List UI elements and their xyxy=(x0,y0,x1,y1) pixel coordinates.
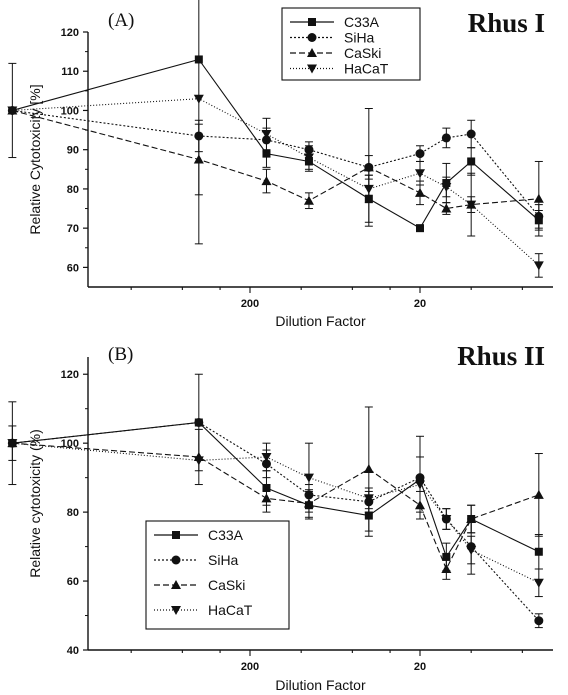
legend-marker xyxy=(307,33,317,42)
panel-title: Rhus II xyxy=(457,341,545,371)
data-point xyxy=(416,224,424,233)
data-point xyxy=(7,106,18,116)
data-point xyxy=(415,169,425,179)
data-point xyxy=(534,547,543,556)
legend-label: HaCaT xyxy=(344,61,389,77)
data-point xyxy=(442,552,451,561)
data-point xyxy=(466,514,477,524)
legend-marker xyxy=(307,64,317,74)
data-point xyxy=(363,162,374,172)
legend-marker xyxy=(172,531,180,539)
series-line xyxy=(12,109,540,217)
data-point xyxy=(363,494,374,504)
series-line xyxy=(12,58,540,229)
data-point xyxy=(7,439,18,449)
y-tick-label: 120 xyxy=(61,27,79,39)
data-point xyxy=(261,130,272,139)
y-tick-label: 90 xyxy=(67,145,79,157)
legend-marker xyxy=(307,48,317,57)
y-tick-label: 80 xyxy=(67,507,79,519)
legend-label: CaSki xyxy=(208,577,245,593)
legend: C33A SiHa CaSki HaCaT xyxy=(145,520,290,630)
y-tick-label: 120 xyxy=(61,369,79,381)
y-tick-label: 110 xyxy=(61,66,79,78)
y-tick-label: 40 xyxy=(67,645,79,657)
data-point xyxy=(363,184,374,194)
data-point xyxy=(441,203,452,213)
data-point xyxy=(363,464,374,474)
series-line xyxy=(12,109,539,210)
legend-label: C33A xyxy=(344,14,380,30)
data-point xyxy=(466,200,477,210)
panel-title: Rhus I xyxy=(468,8,545,38)
data-point xyxy=(441,563,452,573)
legend-label: HaCaT xyxy=(208,602,253,618)
x-tick-label: 20 xyxy=(414,661,426,673)
legend-box xyxy=(145,520,290,630)
x-tick-label: 200 xyxy=(241,661,259,673)
data-point xyxy=(303,195,314,205)
x-tick-label: 20 xyxy=(414,298,426,310)
data-point xyxy=(415,187,425,197)
data-point xyxy=(261,493,272,503)
y-tick-label: 60 xyxy=(67,576,79,588)
chart-panel-2: 40 60 80 100 120 200 20 Dilution Factor Relative… xyxy=(7,341,553,693)
y-tick-label: 100 xyxy=(61,438,79,450)
legend-marker xyxy=(308,18,316,26)
y-tick-label: 70 xyxy=(67,223,79,235)
x-tick-label: 200 xyxy=(241,298,259,310)
data-point xyxy=(466,546,477,556)
data-point xyxy=(415,149,425,159)
data-point xyxy=(261,452,272,462)
y-axis-label: Relative Cytotoxicity [%] xyxy=(27,84,43,234)
data-point xyxy=(441,515,452,525)
data-point xyxy=(261,176,272,186)
data-point xyxy=(533,578,544,588)
panel-label: (A) xyxy=(108,10,134,31)
data-point xyxy=(193,94,204,104)
data-point xyxy=(441,133,451,143)
legend-label: SiHa xyxy=(208,552,239,568)
data-point xyxy=(533,261,544,271)
series-hacat xyxy=(7,0,544,278)
chart-panel-1: 60 70 80 90 100 110 120 200 20 Dilution Factor Rel… xyxy=(7,0,553,329)
y-tick-label: 80 xyxy=(67,184,79,196)
y-tick-label: 60 xyxy=(67,262,79,274)
legend-label: C33A xyxy=(208,527,244,543)
legend-label: SiHa xyxy=(344,30,375,46)
legend-marker xyxy=(171,555,181,565)
panel-label: (B) xyxy=(108,344,133,365)
y-axis-label: Relative cytotoxicity (%) xyxy=(27,429,43,578)
data-point xyxy=(262,149,271,158)
x-axis-label: Dilution Factor xyxy=(275,677,366,693)
data-point xyxy=(533,193,544,203)
y-tick-label: 100 xyxy=(61,105,79,117)
legend-label: CaSki xyxy=(344,45,381,61)
data-point xyxy=(303,153,314,163)
data-point xyxy=(441,182,452,192)
x-axis-label: Dilution Factor xyxy=(275,313,366,329)
data-point xyxy=(194,417,204,427)
data-point xyxy=(303,473,314,483)
series-line xyxy=(12,98,540,266)
data-point xyxy=(415,480,425,490)
data-point xyxy=(533,489,544,499)
legend-marker xyxy=(171,606,181,615)
data-point xyxy=(193,456,204,466)
legend-marker xyxy=(171,580,181,589)
series-hacat xyxy=(7,425,544,598)
data-point xyxy=(534,616,544,626)
data-point xyxy=(466,129,476,139)
data-point xyxy=(467,157,476,166)
